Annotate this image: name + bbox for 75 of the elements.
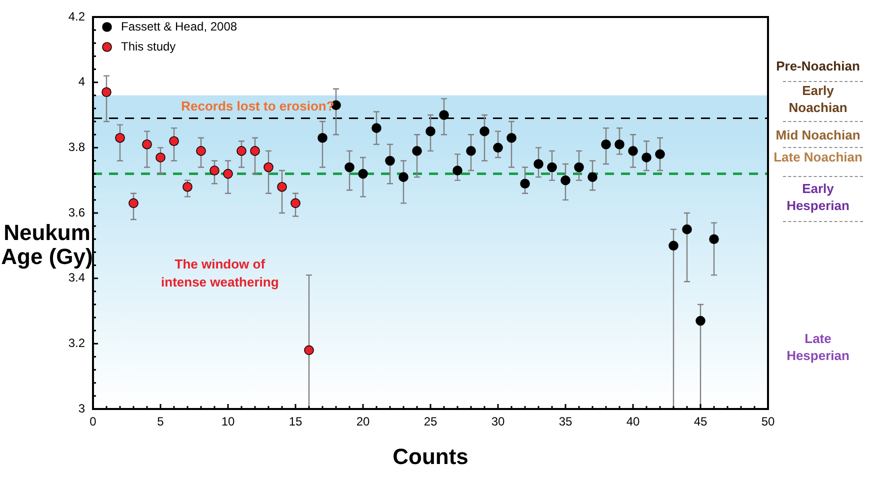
point <box>506 132 516 143</box>
x-tick-label: 35 <box>558 414 572 429</box>
point <box>385 156 395 166</box>
point <box>142 140 152 150</box>
point <box>115 132 125 143</box>
point <box>480 126 490 136</box>
y-axis-title: Neukum Age (Gy) <box>1 220 93 270</box>
point <box>344 162 354 172</box>
point <box>601 140 611 150</box>
text: Pre-Noachian <box>776 58 860 74</box>
point <box>628 146 638 156</box>
point <box>426 126 436 136</box>
point <box>223 168 233 179</box>
y-tick-label: 4.2 <box>68 9 86 24</box>
text: Early Noachian <box>788 83 848 116</box>
point <box>264 162 274 172</box>
point <box>466 146 476 156</box>
point <box>250 146 260 156</box>
point <box>290 198 300 208</box>
point <box>398 172 408 182</box>
x-tick-label: 45 <box>694 414 708 429</box>
point <box>277 182 287 192</box>
point <box>412 146 422 156</box>
point <box>358 168 368 179</box>
point <box>156 152 166 162</box>
point <box>493 142 503 153</box>
point <box>304 345 314 356</box>
point <box>574 162 584 172</box>
legend-label: This study <box>121 39 176 54</box>
point <box>642 152 652 162</box>
point <box>128 198 138 208</box>
legend-label: Fassett & Head, 2008 <box>121 19 238 34</box>
text: Mid Noachian <box>776 128 860 143</box>
x-tick-label: 40 <box>626 414 640 429</box>
text: Early Hesperian <box>786 181 850 214</box>
point <box>655 149 665 160</box>
text: Late Hesperian <box>786 331 850 364</box>
point <box>668 240 678 251</box>
point <box>102 87 112 98</box>
point <box>520 178 530 188</box>
y-tick-label: 3.2 <box>68 336 86 350</box>
y-tick-label: 3.6 <box>68 205 86 220</box>
point <box>318 132 328 143</box>
point <box>210 166 220 176</box>
y-tick-label: 3 <box>78 401 86 416</box>
point <box>614 140 624 150</box>
point <box>696 316 706 326</box>
y-tick-label: 4 <box>78 74 86 89</box>
annotation: Records lost to erosion? <box>181 98 334 114</box>
x-tick-label: 20 <box>356 414 370 429</box>
x-tick-label: 15 <box>288 414 302 429</box>
point <box>236 146 246 156</box>
point <box>682 224 692 234</box>
annotation: The window of intense weathering <box>161 256 279 290</box>
y-tick-label: 3.4 <box>68 270 86 285</box>
text: Late Noachian <box>774 150 862 165</box>
point <box>560 175 570 186</box>
point <box>547 162 557 172</box>
point <box>588 172 598 182</box>
point <box>196 146 206 156</box>
x-axis-title: Counts <box>392 444 468 469</box>
point <box>452 166 462 176</box>
x-tick-label: 0 <box>90 414 97 429</box>
x-tick-label: 50 <box>761 414 775 429</box>
x-tick-label: 30 <box>491 414 505 429</box>
x-tick-label: 10 <box>221 414 235 429</box>
point <box>709 234 719 244</box>
point <box>534 159 544 169</box>
point <box>182 182 192 192</box>
point <box>372 123 382 133</box>
point <box>439 110 449 120</box>
y-tick-label: 3.8 <box>68 140 86 154</box>
x-tick-label: 5 <box>157 414 164 429</box>
point <box>169 136 179 146</box>
x-tick-label: 25 <box>424 414 438 429</box>
